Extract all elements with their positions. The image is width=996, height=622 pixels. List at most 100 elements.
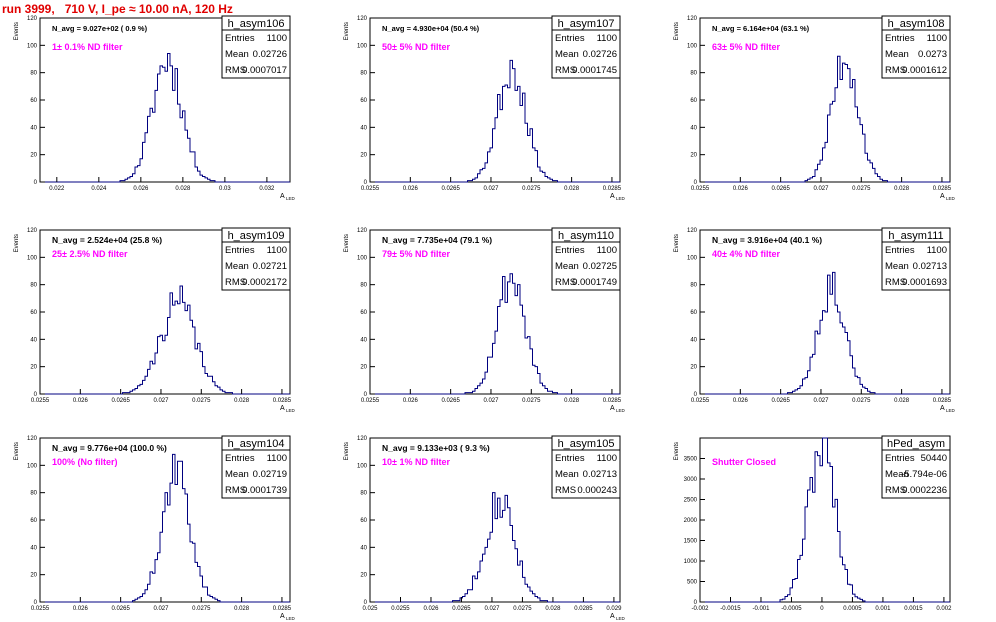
x-axis-label-sub: LED bbox=[616, 616, 626, 621]
stats-row-label: Entries bbox=[555, 453, 585, 464]
stats-row-value: 1100 bbox=[927, 33, 947, 44]
x-tick-label: 0.026 bbox=[73, 398, 89, 404]
y-tick-label: 0 bbox=[34, 600, 38, 606]
x-tick-label: 0.026 bbox=[733, 398, 749, 404]
y-tick-label: 100 bbox=[27, 43, 38, 49]
x-tick-label: -0.0015 bbox=[720, 606, 741, 612]
x-axis-label: A bbox=[610, 613, 615, 620]
stats-row-value: 0.000243 bbox=[577, 485, 617, 496]
stats-row-label: Mean bbox=[885, 261, 909, 272]
y-tick-label: 120 bbox=[357, 228, 368, 234]
y-tick-label: 0 bbox=[364, 392, 368, 398]
y-tick-label: 2000 bbox=[684, 518, 698, 524]
stats-row-label: Entries bbox=[555, 33, 585, 44]
filter-annotation: Shutter Closed bbox=[712, 457, 776, 467]
y-axis-label: Events bbox=[14, 22, 20, 40]
stats-row-label: RMS bbox=[225, 65, 246, 76]
y-tick-label: 120 bbox=[357, 16, 368, 22]
y-tick-label: 60 bbox=[30, 310, 37, 316]
stats-row-label: Entries bbox=[225, 245, 255, 256]
n-avg-label: N_avg = 9.133e+03 ( 9.3 %) bbox=[382, 443, 490, 453]
y-tick-label: 120 bbox=[27, 16, 38, 22]
stats-row-value: 0.0007017 bbox=[242, 65, 287, 76]
y-tick-label: 40 bbox=[690, 337, 697, 343]
x-tick-label: 0.03 bbox=[219, 186, 231, 192]
x-axis-label: A bbox=[280, 405, 285, 412]
y-tick-label: 80 bbox=[690, 71, 697, 77]
histogram-panel: 0.0255 0.026 0.0265 0.027 0.0275 0.028 0.0285 0… bbox=[674, 227, 956, 413]
stats-row-label: RMS bbox=[225, 277, 246, 288]
stats-row-label: Entries bbox=[885, 33, 915, 44]
n-avg-label: N_avg = 2.524e+04 (25.8 %) bbox=[52, 235, 162, 245]
stats-row-label: RMS bbox=[885, 65, 906, 76]
x-tick-label: 0.026 bbox=[73, 606, 89, 612]
x-tick-label: 0.0275 bbox=[522, 398, 541, 404]
x-axis-label: A bbox=[940, 193, 945, 200]
y-tick-label: 0 bbox=[694, 600, 698, 606]
x-axis-label-sub: LED bbox=[616, 408, 626, 413]
x-axis-label: A bbox=[610, 405, 615, 412]
stats-row-value: 0.0001693 bbox=[902, 277, 947, 288]
x-tick-label: 0.027 bbox=[813, 186, 829, 192]
y-tick-label: 120 bbox=[687, 228, 698, 234]
x-tick-label: 0.027 bbox=[483, 398, 499, 404]
histogram-line bbox=[370, 59, 620, 183]
x-tick-label: 0.028 bbox=[545, 606, 561, 612]
filter-annotation: 40± 4% ND filter bbox=[712, 249, 780, 259]
x-tick-label: 0.0255 bbox=[31, 398, 50, 404]
y-tick-label: 40 bbox=[30, 337, 37, 343]
y-tick-label: 40 bbox=[30, 545, 37, 551]
y-tick-label: 120 bbox=[357, 436, 368, 442]
stats-row-value: 0.0001745 bbox=[572, 65, 617, 76]
y-tick-label: 20 bbox=[360, 365, 367, 371]
stats-row-label: Mean bbox=[885, 49, 909, 60]
x-tick-label: 0.0275 bbox=[192, 398, 211, 404]
x-tick-label: -0.0005 bbox=[781, 606, 802, 612]
y-tick-label: 1500 bbox=[684, 539, 698, 545]
y-tick-label: 80 bbox=[30, 71, 37, 77]
y-tick-label: 100 bbox=[357, 43, 368, 49]
stats-box bbox=[221, 15, 291, 79]
stats-box bbox=[881, 15, 951, 79]
stats-row-value: 1100 bbox=[267, 453, 287, 464]
x-tick-label: 0.0265 bbox=[452, 606, 471, 612]
histogram-panel: 0.0255 0.026 0.0265 0.027 0.0275 0.028 0.0285 0… bbox=[674, 15, 956, 201]
y-axis-label: Events bbox=[14, 442, 20, 460]
stats-row-value: 0.02719 bbox=[253, 469, 287, 480]
x-tick-label: 0.022 bbox=[49, 186, 65, 192]
stats-row-label: RMS bbox=[555, 277, 576, 288]
x-tick-label: 0.026 bbox=[733, 186, 749, 192]
x-tick-label: 0.0265 bbox=[771, 398, 790, 404]
y-tick-label: 100 bbox=[27, 255, 38, 261]
stats-row-value: 0.0001739 bbox=[242, 485, 287, 496]
y-tick-label: 60 bbox=[360, 310, 367, 316]
stats-row-value: 0.0001749 bbox=[572, 277, 617, 288]
y-tick-label: 100 bbox=[357, 463, 368, 469]
stats-row-value: 0.02721 bbox=[253, 261, 287, 272]
n-avg-label: N_avg = 7.735e+04 (79.1 %) bbox=[382, 235, 492, 245]
stats-row-value: 0.02725 bbox=[583, 261, 617, 272]
stats-row-label: Mean bbox=[555, 49, 579, 60]
y-tick-label: 20 bbox=[690, 153, 697, 159]
x-tick-label: 0.028 bbox=[894, 186, 910, 192]
histogram-line bbox=[40, 453, 290, 603]
stats-row-label: RMS bbox=[225, 485, 246, 496]
x-tick-label: 0.028 bbox=[175, 186, 191, 192]
x-tick-label: 0.028 bbox=[234, 606, 250, 612]
stats-row-label: Mean bbox=[225, 261, 249, 272]
stats-row-value: 0.0002172 bbox=[242, 277, 287, 288]
histogram-panel: 0.0255 0.026 0.0265 0.027 0.0275 0.028 0.0285 0… bbox=[344, 15, 626, 201]
x-axis-label-sub: LED bbox=[946, 408, 956, 413]
y-tick-label: 120 bbox=[27, 228, 38, 234]
filter-annotation: 25± 2.5% ND filter bbox=[52, 249, 128, 259]
x-tick-label: 0.028 bbox=[894, 398, 910, 404]
x-axis-label-sub: LED bbox=[286, 196, 296, 201]
x-tick-label: 0.0275 bbox=[192, 606, 211, 612]
x-tick-label: 0.026 bbox=[403, 398, 419, 404]
stats-title: hPed_asym bbox=[887, 438, 945, 450]
n-avg-label: N_avg = 3.916e+04 (40.1 %) bbox=[712, 235, 822, 245]
stats-box bbox=[221, 227, 291, 291]
x-tick-label: 0.0015 bbox=[904, 606, 923, 612]
y-tick-label: 40 bbox=[360, 125, 367, 131]
x-axis-label: A bbox=[280, 193, 285, 200]
